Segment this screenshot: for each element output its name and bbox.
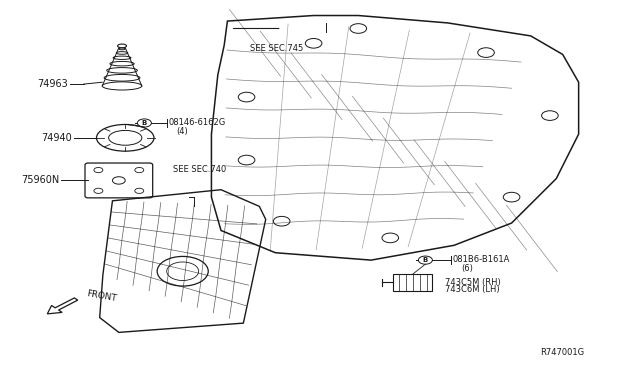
Text: FRONT: FRONT [86, 289, 117, 304]
Text: R747001G: R747001G [540, 348, 584, 357]
Text: 74963: 74963 [37, 79, 68, 89]
Text: (6): (6) [461, 264, 473, 273]
Text: SEE SEC.745: SEE SEC.745 [250, 44, 303, 53]
Text: SEE SEC.740: SEE SEC.740 [173, 165, 227, 174]
Text: 743C6M (LH): 743C6M (LH) [445, 285, 499, 294]
Text: 081B6-B161A: 081B6-B161A [453, 255, 510, 264]
Text: 75960N: 75960N [21, 176, 60, 185]
Text: (4): (4) [176, 126, 188, 136]
Text: B: B [423, 257, 428, 263]
Text: 743C5M (RH): 743C5M (RH) [445, 278, 500, 287]
Text: 74940: 74940 [42, 133, 72, 143]
Text: 08146-6162G: 08146-6162G [169, 118, 226, 127]
Text: B: B [141, 120, 147, 126]
